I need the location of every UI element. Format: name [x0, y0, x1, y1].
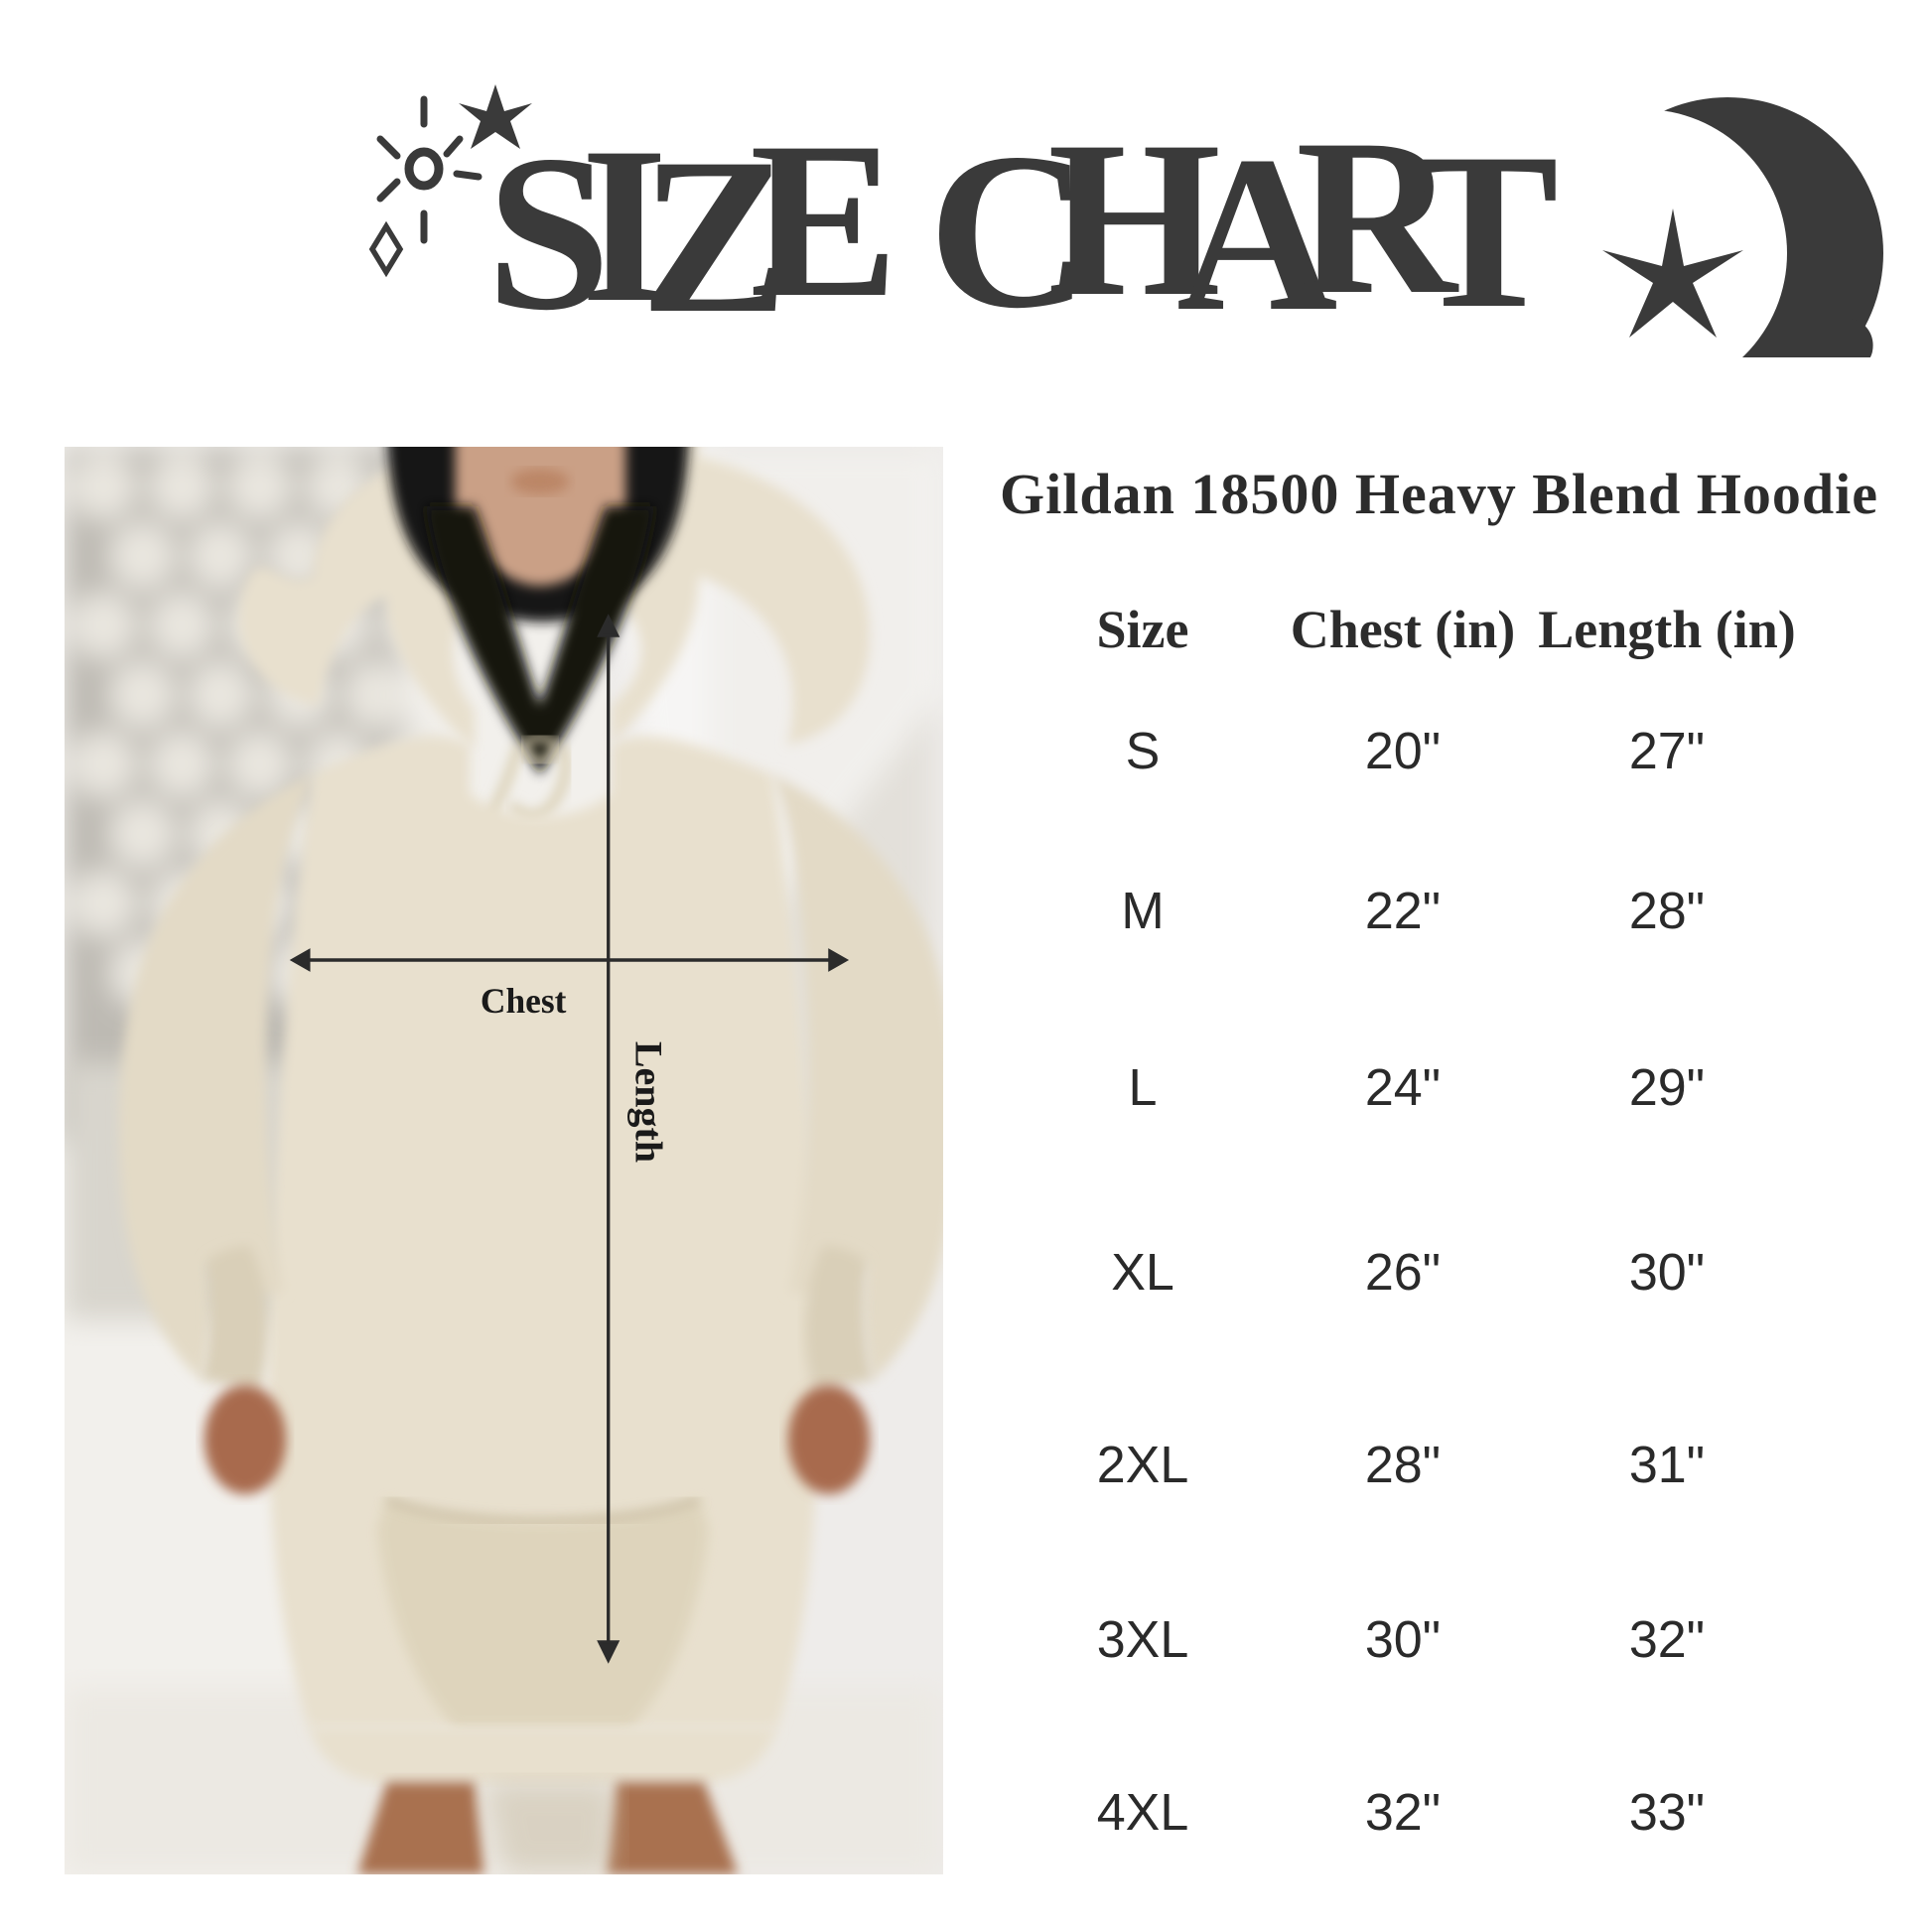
- svg-text:E: E: [750, 95, 898, 344]
- svg-text:T: T: [1410, 106, 1559, 354]
- svg-text:Chest: Chest: [481, 981, 567, 1021]
- svg-text:Length: Length: [626, 1041, 670, 1163]
